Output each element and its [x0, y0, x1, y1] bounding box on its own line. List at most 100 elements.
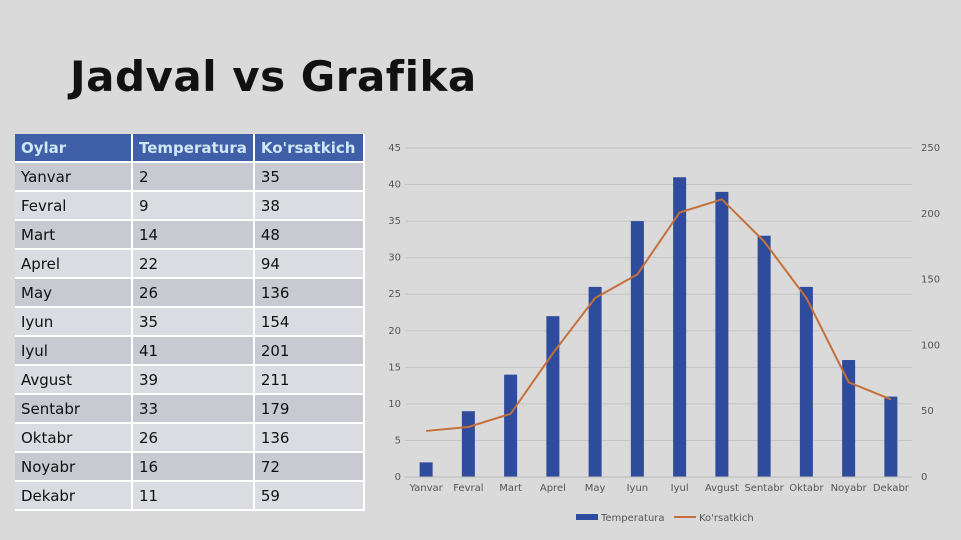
table-cell: 211 [253, 365, 366, 395]
bar [842, 360, 856, 477]
table-cell: 72 [253, 452, 366, 482]
table-row: Aprel 22 94 [15, 249, 366, 279]
bar [504, 374, 518, 477]
table-cell: 35 [132, 307, 255, 337]
table-cell: 136 [253, 278, 366, 308]
y-tick-label: 25 [388, 289, 401, 300]
header-row: Oylar Temperatura Ko'rsatkich [15, 134, 366, 163]
line [426, 198, 892, 432]
bar [884, 396, 898, 477]
y-tick-label: 20 [388, 326, 401, 337]
table-cell: Iyun [15, 307, 133, 337]
table-row: Fevral 9 38 [15, 191, 366, 221]
table-row: May 26 136 [15, 278, 366, 308]
table-cell: Avgust [15, 365, 133, 395]
y-tick-label: 40 [388, 180, 401, 191]
x-tick-label: Aprel [540, 483, 566, 494]
table-cell: Iyul [15, 336, 133, 366]
x-tick-label: Dekabr [873, 483, 910, 494]
y2-tick-label: 250 [921, 143, 940, 154]
table-row: Iyul 41 201 [15, 336, 366, 366]
table-cell: 136 [253, 423, 366, 453]
header-cell: Temperatura [132, 134, 255, 163]
legend-label: Temperatura [600, 513, 665, 524]
bar [546, 316, 560, 477]
data-table: Oylar Temperatura Ko'rsatkich Yanvar 2 35 Fevr… [15, 134, 366, 511]
table-cell: 39 [132, 365, 255, 395]
x-tick-label: Noyabr [831, 483, 868, 494]
bar [799, 286, 813, 477]
table-cell: 59 [253, 481, 366, 511]
bar [588, 286, 602, 477]
table-cell: 9 [132, 191, 255, 221]
table-cell: May [15, 278, 133, 308]
y-tick-label: 45 [388, 143, 401, 154]
x-tick-label: Iyun [627, 483, 649, 494]
table-row: Avgust 39 211 [15, 365, 366, 395]
table-row: Dekabr 11 59 [15, 481, 366, 511]
x-tick-label: Sentabr [744, 483, 784, 494]
y2-tick-label: 150 [921, 275, 940, 286]
table-cell: 35 [253, 162, 366, 192]
table-cell: Fevral [15, 191, 133, 221]
table-cell: Sentabr [15, 394, 133, 424]
legend-swatch [576, 514, 598, 520]
table-cell: Oktabr [15, 423, 133, 453]
table-cell: Mart [15, 220, 133, 250]
table-row: Sentabr 33 179 [15, 394, 366, 424]
legend-label: Ko'rsatkich [699, 513, 754, 524]
table-row: Mart 14 48 [15, 220, 366, 250]
y-tick-label: 35 [388, 216, 401, 227]
bar [630, 221, 644, 477]
y-tick-label: 0 [395, 472, 401, 483]
bar [673, 177, 687, 477]
table-cell: 14 [132, 220, 255, 250]
table-cell: Aprel [15, 249, 133, 279]
y-tick-label: 5 [395, 435, 401, 446]
y2-tick-label: 100 [921, 340, 940, 351]
table-cell: 22 [132, 249, 255, 279]
y-tick-label: 10 [388, 399, 401, 410]
table-cell: 11 [132, 481, 255, 511]
y2-tick-label: 50 [921, 406, 934, 417]
table-row: Noyabr 16 72 [15, 452, 366, 482]
y-tick-label: 30 [388, 253, 401, 264]
table-cell: 38 [253, 191, 366, 221]
header-cell: Ko'rsatkich [253, 134, 366, 163]
y-tick-label: 15 [388, 362, 401, 373]
table-cell: 33 [132, 394, 255, 424]
table-cell: 26 [132, 423, 255, 453]
table-cell: 26 [132, 278, 255, 308]
table-cell: Noyabr [15, 452, 133, 482]
table-cell: 154 [253, 307, 366, 337]
x-tick-label: Iyul [671, 483, 689, 494]
x-tick-label: Oktabr [789, 483, 824, 494]
table-cell: Dekabr [15, 481, 133, 511]
slide-title: Jadval vs Grafika [70, 52, 477, 101]
table-row: Yanvar 2 35 [15, 162, 366, 192]
table-cell: Yanvar [15, 162, 133, 192]
table-cell: 16 [132, 452, 255, 482]
x-tick-label: May [585, 483, 606, 494]
table-cell: 2 [132, 162, 255, 192]
y2-tick-label: 0 [921, 472, 927, 483]
header-cell: Oylar [15, 134, 133, 163]
bar [757, 235, 771, 477]
x-tick-label: Avgust [705, 483, 739, 494]
table-cell: 48 [253, 220, 366, 250]
table-row: Oktabr 26 136 [15, 423, 366, 453]
x-tick-label: Mart [499, 483, 522, 494]
table-cell: 201 [253, 336, 366, 366]
table-row: Iyun 35 154 [15, 307, 366, 337]
table-cell: 179 [253, 394, 366, 424]
table-cell: 94 [253, 249, 366, 279]
x-tick-label: Fevral [453, 483, 483, 494]
bar [715, 191, 729, 477]
table-cell: 41 [132, 336, 255, 366]
bar [461, 411, 475, 477]
x-tick-label: Yanvar [408, 483, 443, 494]
bar [419, 462, 433, 477]
y2-tick-label: 200 [921, 209, 940, 220]
